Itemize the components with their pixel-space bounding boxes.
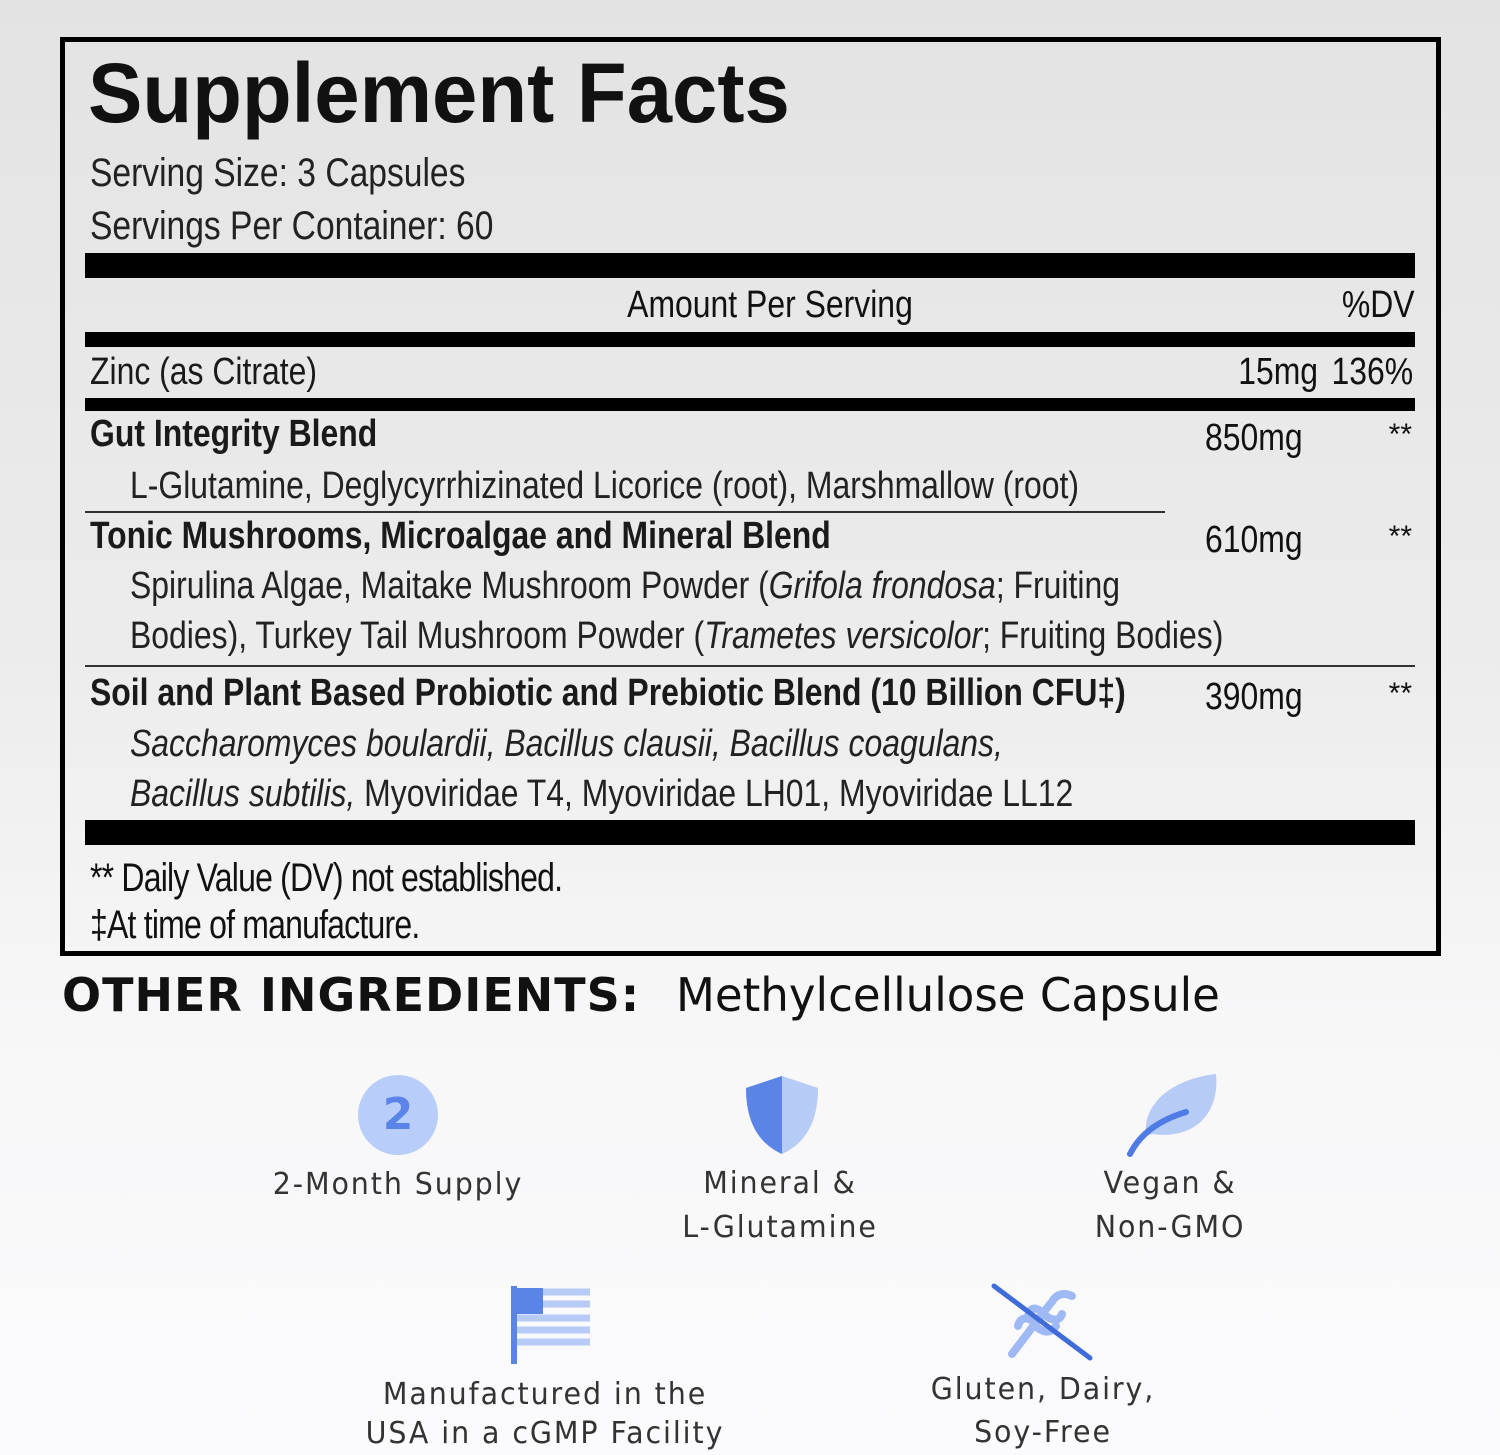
badge-label: Gluten, Dairy, [930, 1371, 1156, 1407]
facts-box [60, 37, 1441, 956]
daily-value: ** [1388, 676, 1412, 710]
title: Supplement Facts [88, 45, 790, 140]
ingredient-text: Trametes versicolor [704, 615, 983, 657]
ingredient-text: ; Fruiting [995, 565, 1120, 607]
ingredient-line: L-Glutamine, Deglycyrrhizinated Licorice… [130, 461, 1079, 511]
amount: 15mg [1238, 350, 1318, 393]
nutrient-name: Tonic Mushrooms, Microalgae and Mineral … [90, 514, 831, 557]
ingredient-text: Spirulina Algae, Maitake Mushroom Powder… [130, 565, 769, 607]
serving-size: Serving Size: 3 Capsules [90, 151, 466, 195]
ingredient-line: Saccharomyces boulardii, Bacillus clausi… [130, 719, 1003, 769]
column-header: Amount Per Serving [627, 283, 913, 326]
thick-rule [85, 820, 1415, 845]
daily-value: 136% [1331, 350, 1413, 393]
ingredient-line: Bodies), Turkey Tail Mushroom Powder (Tr… [130, 611, 1223, 661]
ingredient-text: Grifola frondosa [768, 565, 996, 607]
badge-label: Mineral & [703, 1165, 857, 1201]
ingredient-line: Spirulina Algae, Maitake Mushroom Powder… [130, 561, 1120, 611]
amount: 610mg [1205, 518, 1303, 561]
amount: 850mg [1205, 416, 1303, 459]
icon-flag [511, 1286, 590, 1364]
badge-label: Manufactured in the [382, 1376, 708, 1412]
badge-label: 2-Month Supply [272, 1166, 524, 1202]
ingredient-line: Bacillus subtilis, Myoviridae T4, Myovir… [130, 769, 1073, 819]
thick-rule [85, 253, 1415, 278]
badge-label: Vegan & [1103, 1165, 1237, 1201]
icon-two-month: 2 [358, 1075, 438, 1155]
nutrient-name: Gut Integrity Blend [90, 412, 378, 455]
thin-rule [85, 511, 1165, 513]
nutrient-name: Zinc (as Citrate) [90, 350, 318, 393]
thin-rule [85, 665, 1415, 667]
daily-value: ** [1388, 417, 1412, 451]
icon-leaf [1127, 1074, 1217, 1157]
ingredient-text: Bodies), Turkey Tail Mushroom Powder ( [130, 615, 705, 657]
other-ingredients-text: Methylcellulose Capsule [676, 968, 1220, 1022]
column-header: %DV [1342, 283, 1415, 326]
other-ingredients-label: OTHER INGREDIENTS: [62, 968, 641, 1022]
badge-label: Non-GMO [1094, 1209, 1246, 1245]
ingredient-text: Bacillus subtilis, [130, 773, 356, 815]
badge-symbol: 2 [383, 1089, 414, 1140]
daily-value: ** [1388, 519, 1412, 553]
icon-shield [746, 1076, 818, 1154]
badge-label: Soy-Free [974, 1414, 1112, 1450]
thick-rule [85, 332, 1415, 347]
ingredient-text: Myoviridae T4, Myoviridae LH01, Myovirid… [355, 773, 1074, 815]
thick-rule [85, 398, 1415, 411]
nutrient-name: Soil and Plant Based Probiotic and Prebi… [90, 671, 1126, 714]
ingredient-text: L-Glutamine, Deglycyrrhizinated Licorice… [130, 465, 1080, 507]
footnote: ** Daily Value (DV) not established. [90, 856, 563, 900]
ingredient-text: Saccharomyces boulardii, Bacillus clausi… [130, 723, 1003, 765]
amount: 390mg [1205, 675, 1303, 718]
badge-label: USA in a cGMP Facility [365, 1415, 725, 1451]
footnote: ‡At time of manufacture. [90, 903, 420, 947]
servings-per-container: Servings Per Container: 60 [90, 204, 494, 248]
ingredient-text: ; Fruiting Bodies) [982, 615, 1224, 657]
badge-label: L-Glutamine [682, 1209, 878, 1245]
icon-allergen-free [991, 1283, 1093, 1361]
